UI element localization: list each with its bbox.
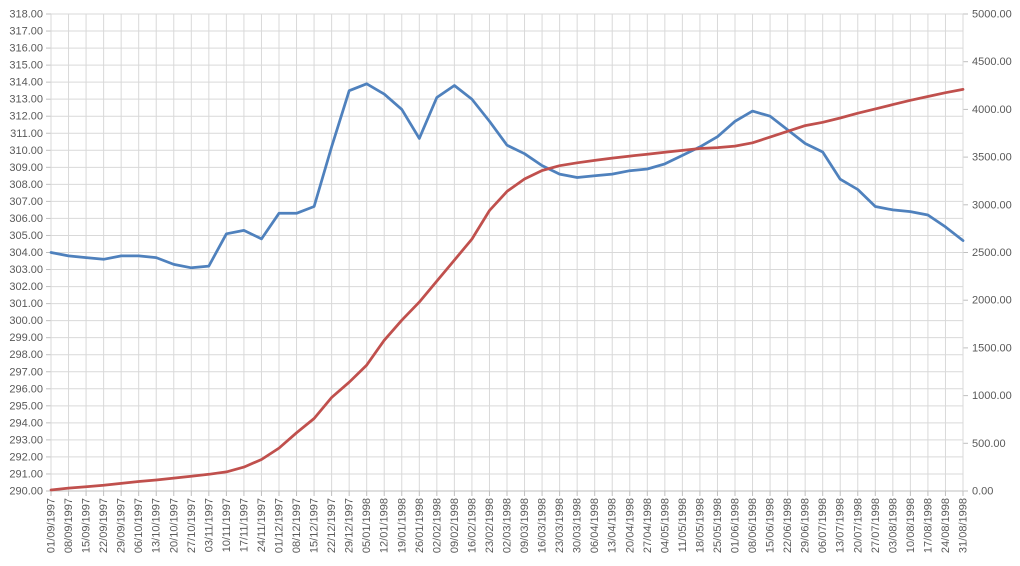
- right-axis-tick-label: 3000.00: [972, 199, 1012, 211]
- x-axis-tick-label: 24/11/1997: [256, 498, 268, 552]
- left-axis-tick-label: 313.00: [9, 94, 43, 106]
- cumulative-series-red-line: [49, 88, 965, 492]
- left-axis-tick-label: 307.00: [9, 196, 43, 208]
- x-axis-tick-label: 08/09/1997: [63, 498, 75, 553]
- left-axis-tick-label: 301.00: [9, 298, 43, 310]
- x-axis-tick-label: 27/04/1998: [642, 498, 654, 553]
- x-axis-tick-label: 12/01/1998: [379, 498, 391, 553]
- x-axis-tick-label: 20/04/1998: [624, 498, 636, 553]
- left-axis-tick-label: 299.00: [9, 332, 43, 344]
- x-axis-tick-label: 20/10/1997: [168, 498, 180, 553]
- left-axis-tick-label: 306.00: [9, 213, 43, 225]
- x-axis-tick-label: 20/07/1998: [852, 498, 864, 553]
- x-axis-tick-label: 17/08/1998: [922, 498, 934, 553]
- x-axis-tick-label: 04/05/1998: [659, 498, 671, 553]
- x-axis-tick-label: 03/08/1998: [887, 498, 899, 553]
- right-axis-tick-label: 1000.00: [972, 390, 1012, 402]
- x-axis-tick-label: 11/05/1998: [677, 498, 689, 552]
- left-axis-tick-label: 302.00: [9, 281, 43, 293]
- left-axis-tick-label: 316.00: [9, 43, 43, 55]
- left-axis-tick-label: 293.00: [9, 434, 43, 446]
- x-axis-tick-label: 08/12/1997: [291, 498, 303, 553]
- x-axis-tick-label: 06/10/1997: [133, 498, 145, 553]
- x-axis-tick-label: 02/03/1998: [502, 498, 514, 553]
- right-axis-tick-label: 5000.00: [972, 9, 1012, 21]
- left-axis-tick-label: 309.00: [9, 162, 43, 174]
- x-axis-tick-label: 31/08/1998: [958, 498, 970, 553]
- right-axis-tick-label: 2000.00: [972, 295, 1012, 307]
- x-axis-tick-label: 06/04/1998: [589, 498, 601, 553]
- x-axis-tick-label: 16/02/1998: [466, 498, 478, 553]
- left-axis-tick-label: 298.00: [9, 349, 43, 361]
- x-axis-tick-label: 23/03/1998: [554, 498, 566, 553]
- right-axis-tick-label: 2500.00: [972, 247, 1012, 259]
- x-axis-tick-label: 30/03/1998: [572, 498, 584, 553]
- left-axis-tick-label: 297.00: [9, 366, 43, 378]
- x-axis-tick-label: 22/06/1998: [782, 498, 794, 553]
- x-axis-tick-label: 29/09/1997: [116, 498, 128, 553]
- left-axis-tick-label: 291.00: [9, 468, 43, 480]
- left-axis-tick-label: 310.00: [9, 145, 43, 157]
- price-series-blue-line: [49, 82, 965, 270]
- x-axis-tick-label: 29/12/1997: [344, 498, 356, 553]
- x-axis-tick-label: 13/10/1997: [151, 498, 163, 553]
- x-axis-tick-label: 19/01/1998: [396, 498, 408, 553]
- right-axis-tick-label: 4000.00: [972, 104, 1012, 116]
- x-axis-tick-label: 27/10/1997: [186, 498, 198, 553]
- x-axis-tick-label: 22/09/1997: [98, 498, 110, 553]
- left-axis-tick-label: 308.00: [9, 179, 43, 191]
- x-axis-tick-label: 23/02/1998: [484, 498, 496, 553]
- left-axis-tick-label: 311.00: [10, 128, 43, 140]
- left-axis-tick-label: 305.00: [9, 230, 43, 242]
- left-axis-tick-label: 304.00: [9, 247, 43, 259]
- x-axis-tick-label: 27/07/1998: [870, 498, 882, 553]
- right-axis-tick-label: 500.00: [972, 438, 1006, 450]
- left-axis-tick-label: 294.00: [9, 417, 43, 429]
- x-axis-tick-label: 09/03/1998: [519, 498, 531, 553]
- x-axis-tick-label: 18/05/1998: [694, 498, 706, 553]
- right-axis-tick-label: 1500.00: [972, 342, 1012, 354]
- x-axis-tick-label: 17/11/1997: [238, 498, 250, 552]
- x-axis-tick-label: 08/06/1998: [747, 498, 759, 553]
- left-axis-tick-label: 314.00: [9, 77, 43, 89]
- x-axis-tick-label: 09/02/1998: [449, 498, 461, 553]
- x-axis-tick-label: 24/08/1998: [940, 498, 952, 553]
- x-axis-tick-label: 10/08/1998: [905, 498, 917, 553]
- left-axis-tick-label: 303.00: [9, 264, 43, 276]
- right-axis-tick-label: 0.00: [972, 486, 993, 498]
- x-axis-tick-label: 06/07/1998: [817, 498, 829, 553]
- left-axis-tick-label: 312.00: [9, 111, 43, 123]
- x-axis-tick-label: 01/12/1997: [274, 498, 286, 553]
- x-axis-tick-label: 10/11/1997: [221, 498, 233, 552]
- left-axis-tick-label: 295.00: [9, 400, 43, 412]
- x-axis-tick-label: 15/06/1998: [765, 498, 777, 553]
- x-axis-tick-label: 01/09/1997: [46, 498, 58, 553]
- right-axis-tick-label: 3500.00: [972, 152, 1012, 164]
- left-axis-tick-label: 296.00: [9, 383, 43, 395]
- left-axis-tick-label: 318.00: [9, 9, 43, 21]
- left-axis-tick-label: 292.00: [9, 451, 43, 463]
- left-axis-tick-label: 290.00: [9, 486, 43, 498]
- x-axis-tick-label: 13/04/1998: [607, 498, 619, 553]
- x-axis-tick-label: 15/12/1997: [309, 498, 321, 553]
- x-axis-tick-label: 13/07/1998: [835, 498, 847, 553]
- x-axis-tick-label: 15/09/1997: [81, 498, 93, 553]
- x-axis-tick-label: 22/12/1997: [326, 498, 338, 553]
- left-axis-tick-label: 300.00: [9, 315, 43, 327]
- x-axis-tick-label: 02/02/1998: [431, 498, 443, 553]
- left-axis-tick-label: 315.00: [9, 60, 43, 72]
- x-axis-tick-label: 26/01/1998: [414, 498, 426, 553]
- x-axis-tick-label: 29/06/1998: [800, 498, 812, 553]
- x-axis-tick-label: 25/05/1998: [712, 498, 724, 553]
- x-axis-tick-label: 05/01/1998: [361, 498, 373, 553]
- x-axis-tick-label: 16/03/1998: [537, 498, 549, 553]
- right-axis-tick-label: 4500.00: [972, 56, 1012, 68]
- left-axis-tick-label: 317.00: [9, 26, 43, 38]
- x-axis-tick-label: 01/06/1998: [730, 498, 742, 553]
- x-axis-tick-label: 03/11/1997: [203, 498, 215, 552]
